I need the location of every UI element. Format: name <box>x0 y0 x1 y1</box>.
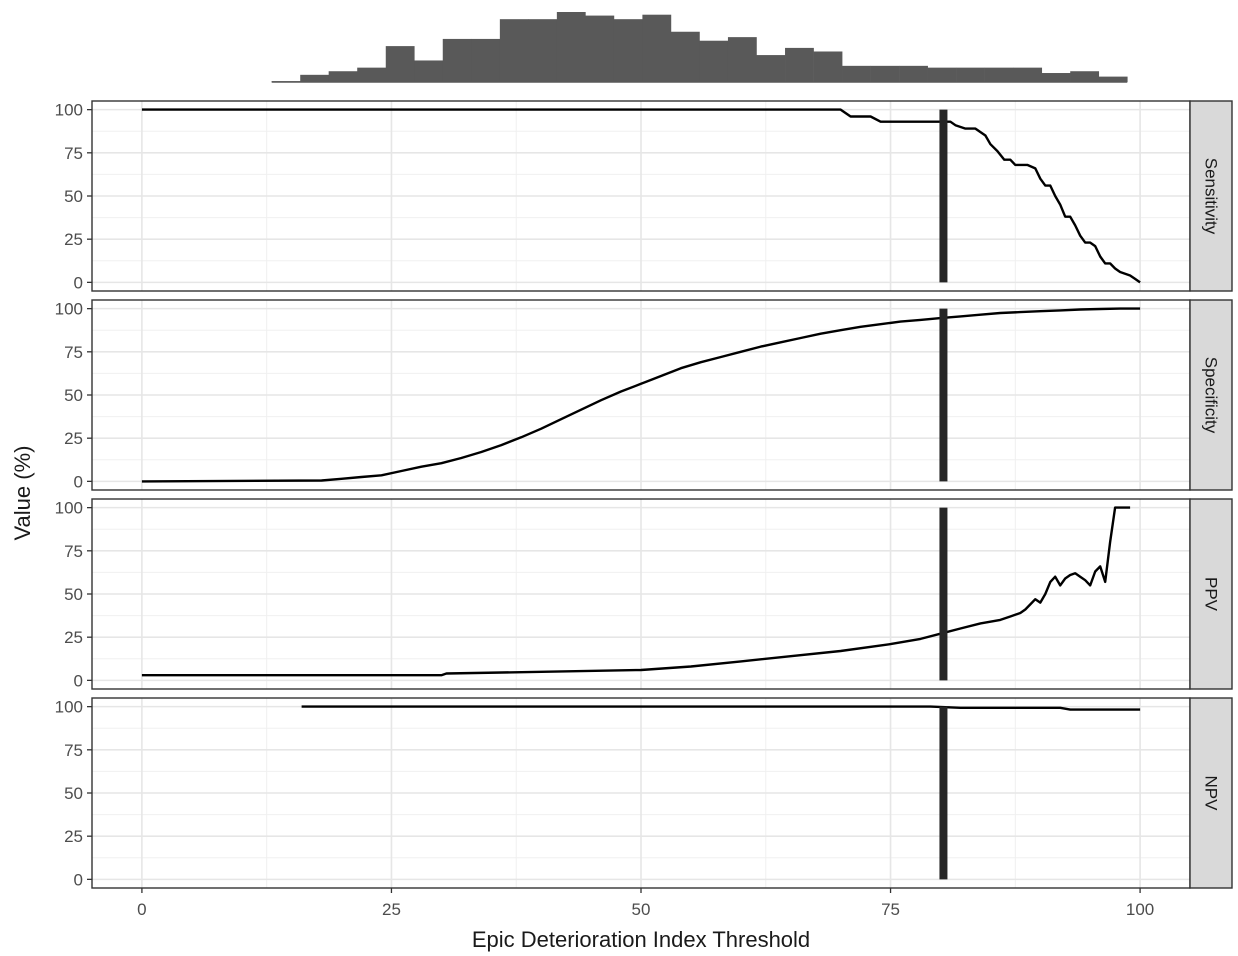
histogram-bar <box>899 65 928 82</box>
histogram-bar <box>471 38 501 82</box>
y-tick-label: 50 <box>64 386 83 405</box>
histogram-bar <box>328 71 358 82</box>
histogram-bar <box>927 67 957 82</box>
histogram-bar <box>585 15 615 82</box>
y-tick-label: 75 <box>64 741 83 760</box>
x-tick-label: 25 <box>382 900 401 919</box>
histogram-bar <box>300 74 330 82</box>
y-tick-label: 25 <box>64 628 83 647</box>
y-tick-label: 50 <box>64 187 83 206</box>
histogram-bar <box>842 65 871 82</box>
y-tick-label: 0 <box>74 273 83 292</box>
panel-npv: 0 25 50 75 100 NPV <box>55 697 1233 889</box>
histogram-bar <box>414 60 444 82</box>
histogram-bar <box>1041 73 1071 82</box>
histogram-bar <box>984 67 1014 82</box>
histogram-bar <box>642 14 672 83</box>
facet-label-specificity: Specificity <box>1202 357 1221 434</box>
panel-sensitivity: 0 25 50 75 100 Sensitivity <box>55 100 1233 292</box>
y-tick-label: 0 <box>74 870 83 889</box>
series-line-specificity <box>141 307 1141 483</box>
y-tick-label: 75 <box>64 144 83 163</box>
facet-label-ppv: PPV <box>1202 577 1221 612</box>
y-tick-label: 75 <box>64 343 83 362</box>
facet-strip <box>1189 498 1233 690</box>
y-tick-label: 100 <box>55 300 83 319</box>
y-tick-label: 50 <box>64 784 83 803</box>
x-axis: 0 25 50 75 100 <box>137 888 1154 919</box>
facet-strip <box>1189 100 1233 292</box>
histogram-bar <box>1013 67 1043 82</box>
y-tick-label: 100 <box>55 101 83 120</box>
histogram-bar <box>699 40 729 82</box>
y-tick-label: 100 <box>55 499 83 518</box>
x-tick-label: 100 <box>1126 900 1154 919</box>
panel-ppv: 0 25 50 75 100 PPV <box>55 498 1233 690</box>
facet-label-sensitivity: Sensitivity <box>1202 158 1221 235</box>
histogram-bar <box>613 19 643 82</box>
y-tick-label: 0 <box>74 472 83 491</box>
histogram-bar <box>1098 76 1128 82</box>
histogram-bar <box>727 37 757 82</box>
series-line-sensitivity <box>141 108 1141 284</box>
histogram-bar <box>1070 71 1100 82</box>
y-tick-label: 25 <box>64 827 83 846</box>
series-line-npv <box>301 705 1141 711</box>
histogram-bar <box>785 47 814 82</box>
y-tick-label: 0 <box>74 671 83 690</box>
histogram-bar <box>956 67 985 82</box>
x-tick-label: 50 <box>632 900 651 919</box>
y-axis-title: Value (%) <box>10 446 35 541</box>
facet-label-npv: NPV <box>1202 776 1221 812</box>
facet-strip <box>1189 697 1233 889</box>
y-tick-label: 50 <box>64 585 83 604</box>
y-tick-label: 25 <box>64 230 83 249</box>
histogram-bar <box>385 46 415 82</box>
histogram-bar <box>756 55 786 82</box>
histogram-bar <box>556 12 586 82</box>
y-tick-label: 100 <box>55 698 83 717</box>
series-line-ppv <box>141 506 1131 677</box>
facet-strip <box>1189 299 1233 491</box>
histogram <box>271 12 1128 83</box>
y-tick-label: 25 <box>64 429 83 448</box>
histogram-bar <box>442 38 472 82</box>
x-tick-label: 75 <box>881 900 900 919</box>
histogram-bar <box>357 67 387 82</box>
y-tick-label: 75 <box>64 542 83 561</box>
histogram-bar <box>813 51 843 82</box>
histogram-bar <box>528 19 558 82</box>
x-axis-title: Epic Deterioration Index Threshold <box>472 927 810 952</box>
histogram-bar <box>870 65 900 82</box>
panel-specificity: 0 25 50 75 100 Specificity <box>55 299 1233 491</box>
histogram-bar <box>499 19 529 82</box>
histogram-bar <box>670 31 700 82</box>
x-tick-label: 0 <box>137 900 146 919</box>
